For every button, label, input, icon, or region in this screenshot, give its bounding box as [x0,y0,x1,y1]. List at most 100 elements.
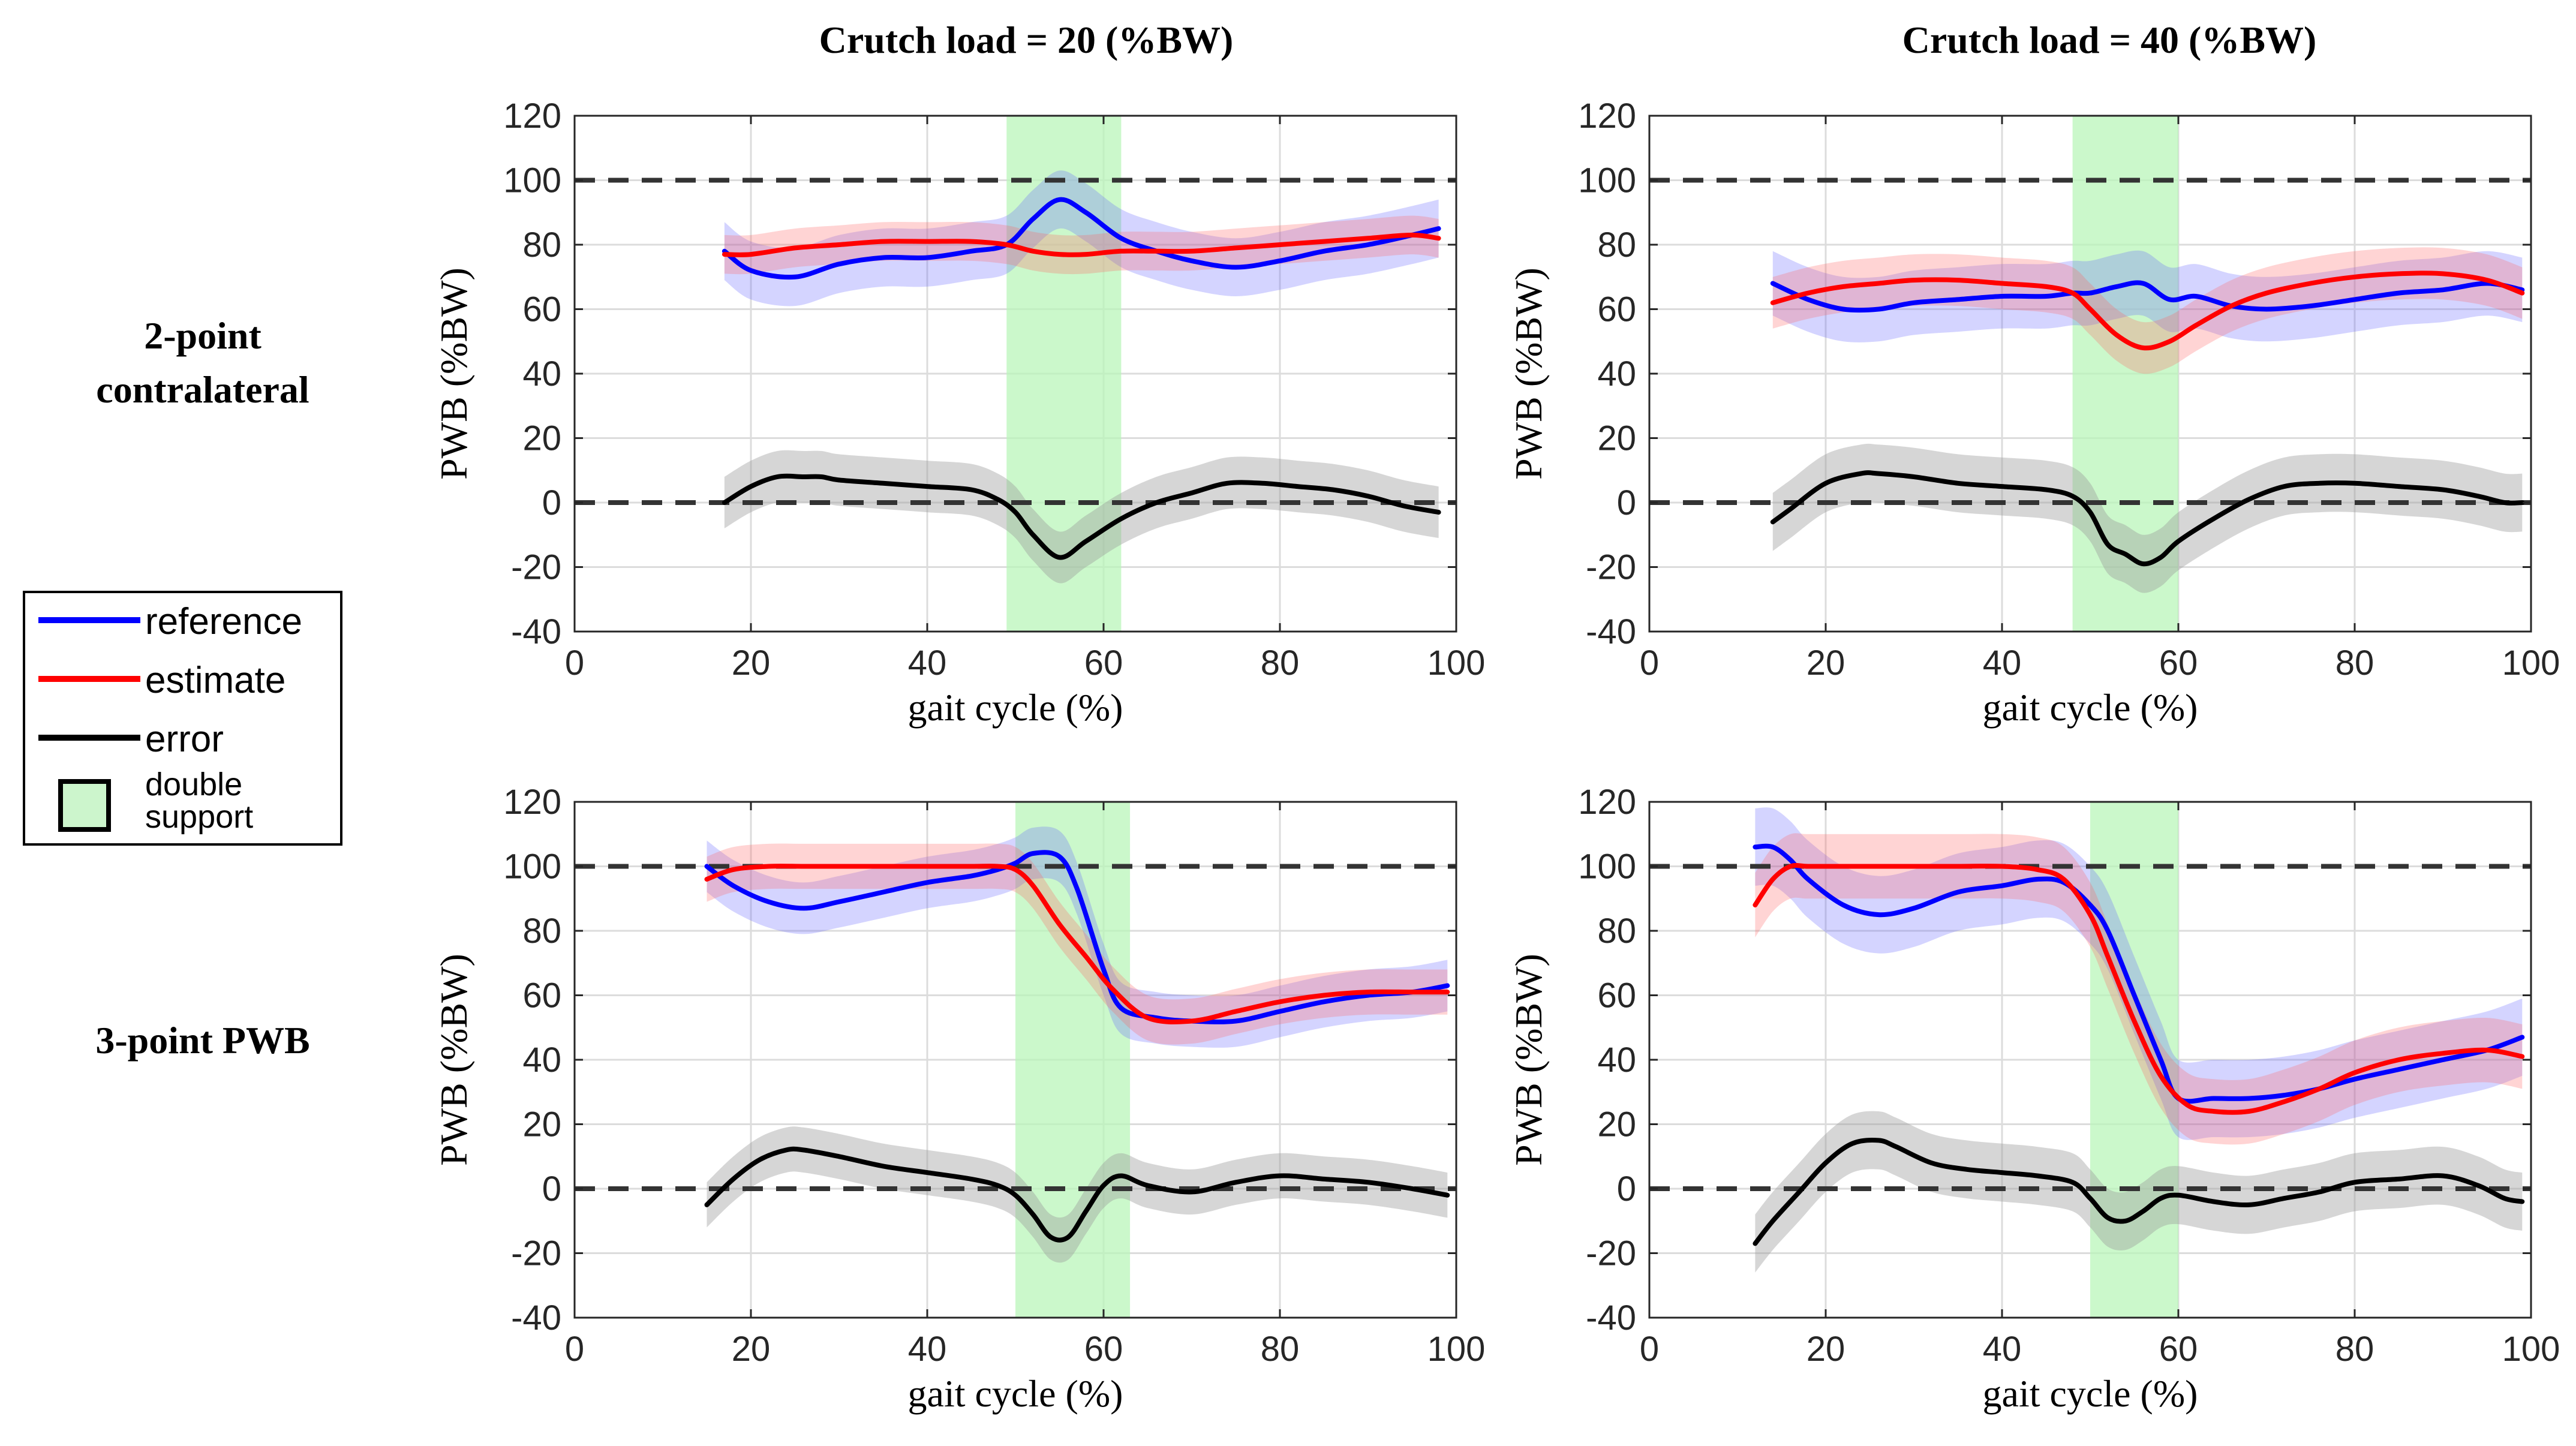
y-tick-label-0: 0 [1617,483,1636,522]
band-estimate [1755,833,2523,1145]
x-tick-label-40: 40 [1983,1330,2022,1369]
series-line-error [1770,470,2525,567]
series-line-estimate [1753,862,2525,1115]
row-label-line: contralateral [96,368,309,411]
x-tick-label-80: 80 [2335,1330,2374,1369]
legend-item-error: error [25,711,340,765]
y-tick-label-80: 80 [522,226,561,264]
band-reference [724,170,1439,306]
x-tick-label-100: 100 [2502,644,2560,683]
y-tick-label-20: 20 [522,1105,561,1144]
y-tick-label-80: 80 [1597,912,1636,951]
band-error [707,1126,1448,1263]
row-label-line: 2-point [144,314,261,357]
series-line-reference [704,850,1450,1024]
x-axis-label: gait cycle (%) [1983,686,2198,729]
y-tick-label-20: -20 [1586,1234,1636,1273]
y-tick-label-20: -20 [1586,548,1636,587]
y-tick-label-120: 120 [1578,97,1636,136]
legend-label: error [145,719,224,760]
y-tick-label-20: -20 [511,548,561,587]
series-line-error [704,1146,1450,1243]
y-tick-label-20: 20 [1597,1105,1636,1144]
legend-label: double support [145,768,253,833]
x-tick-label-0: 0 [1640,644,1659,683]
x-tick-label-20: 20 [732,644,771,683]
x-tick-label-60: 60 [1084,1330,1123,1369]
band-error [1755,1111,2523,1273]
x-tick-label-80: 80 [1261,644,1300,683]
x-tick-label-0: 0 [565,644,584,683]
x-tick-label-40: 40 [1983,644,2022,683]
series-line-reference [1770,280,2525,313]
column-title-crutch-40: Crutch load = 40 (%BW) [1902,19,2317,61]
column-title-crutch-20: Crutch load = 20 (%BW) [819,19,1234,61]
band-reference [707,826,1448,1048]
legend-item-estimate: estimate [25,652,340,706]
y-tick-label-120: 120 [503,783,561,822]
y-axis-label: PWB (%BW) [432,267,475,480]
x-tick-label-80: 80 [2335,644,2374,683]
y-tick-label-100: 100 [503,161,561,200]
y-tick-label-0: 0 [542,1170,561,1208]
y-tick-label-60: 60 [522,290,561,329]
y-axis-label: PWB (%BW) [432,954,475,1166]
y-tick-label-40: -40 [1586,612,1636,651]
x-tick-label-60: 60 [2159,1330,2198,1369]
y-tick-label-40: 40 [1597,1041,1636,1080]
band-reference [1772,250,2523,342]
x-tick-label-0: 0 [1640,1330,1659,1369]
series-line-reference [722,197,1441,280]
y-axis-label: PWB (%BW) [1507,954,1550,1166]
x-tick-label-40: 40 [908,644,947,683]
y-tick-label-0: 0 [1617,1170,1636,1208]
series-line-reference [1753,843,2525,1104]
legend-swatch-reference [38,617,140,623]
y-tick-label-40: 40 [1597,354,1636,393]
x-axis-label: gait cycle (%) [1983,1372,2198,1415]
series-line-estimate [1770,270,2525,351]
y-tick-label-80: 80 [1597,226,1636,264]
series-line-error [1753,1137,2525,1246]
x-tick-label-20: 20 [732,1330,771,1369]
x-tick-label-20: 20 [1806,644,1845,683]
legend-swatch-estimate [38,676,140,682]
y-tick-label-120: 120 [1578,783,1636,822]
y-tick-label-40: 40 [522,1041,561,1080]
legend-item-double-support: double support [25,768,340,840]
row-label-3-point-pwb: 3-point PWB [35,1014,371,1068]
y-tick-label-40: -40 [511,1298,561,1337]
legend: reference estimate error double support [23,591,342,846]
x-tick-label-100: 100 [1427,644,1486,683]
x-tick-label-80: 80 [1261,1330,1300,1369]
series-line-error [722,473,1441,560]
legend-swatch-error [38,735,140,741]
x-axis-label: gait cycle (%) [908,686,1123,729]
x-tick-label-100: 100 [2502,1330,2560,1369]
row-label-line: 3-point PWB [95,1019,310,1062]
y-tick-label-60: 60 [1597,976,1636,1015]
legend-label-line: double [145,766,243,802]
row-label-2-point-contralateral: 2-point contralateral [35,309,371,417]
double-support-region [2090,802,2178,1318]
y-tick-label-100: 100 [1578,161,1636,200]
x-tick-label-60: 60 [2159,644,2198,683]
x-tick-label-20: 20 [1806,1330,1845,1369]
y-tick-label-40: -40 [511,612,561,651]
legend-label: estimate [145,660,286,701]
series-line-estimate [722,232,1441,257]
y-tick-label-20: -20 [511,1234,561,1273]
y-tick-label-100: 100 [503,847,561,886]
y-axis-label: PWB (%BW) [1507,267,1550,480]
y-tick-label-60: 60 [522,976,561,1015]
double-support-region [2072,116,2178,632]
y-tick-label-60: 60 [1597,290,1636,329]
band-reference [1755,807,2523,1140]
series-line-estimate [704,864,1450,1024]
legend-label: reference [145,601,302,642]
y-tick-label-40: -40 [1586,1298,1636,1337]
